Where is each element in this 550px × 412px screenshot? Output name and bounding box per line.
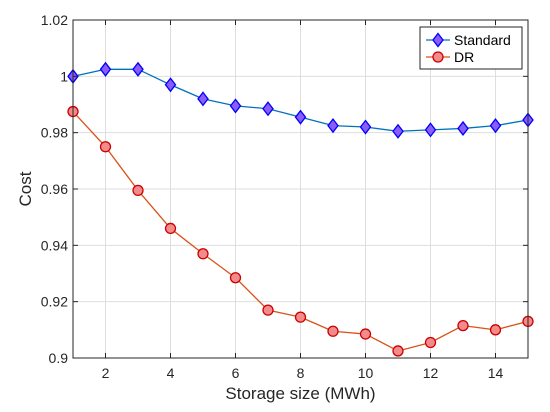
data-point-standard-11 — [392, 123, 404, 139]
x-tick-label-3: 8 — [297, 365, 305, 381]
data-point-dr-12 — [424, 336, 437, 349]
data-point-standard-5 — [197, 91, 209, 107]
y-tick-label-4: 0.98 — [41, 125, 68, 141]
series-dr — [67, 105, 534, 357]
data-point-dr-3 — [132, 184, 144, 197]
y-tick-label-1: 0.92 — [41, 294, 68, 310]
data-point-dr-2 — [99, 141, 112, 153]
series-layer — [67, 61, 534, 357]
data-point-standard-12 — [424, 122, 437, 138]
x-tick-label-4: 10 — [358, 365, 374, 381]
data-point-dr-8 — [294, 311, 307, 323]
data-point-standard-10 — [359, 119, 372, 135]
x-tick-label-6: 14 — [488, 365, 504, 381]
data-point-dr-4 — [164, 222, 177, 235]
data-point-standard-4 — [164, 77, 177, 93]
data-point-standard-7 — [262, 101, 274, 117]
y-tick-label-6: 1.02 — [41, 12, 68, 28]
data-point-dr-10 — [359, 328, 372, 340]
x-tick-label-0: 2 — [102, 365, 110, 381]
data-point-dr-13 — [457, 319, 469, 332]
data-point-dr-6 — [229, 272, 242, 284]
data-point-dr-9 — [327, 325, 339, 337]
y-axis-label: Cost — [16, 171, 35, 206]
legend-label-dr: DR — [454, 49, 474, 65]
data-point-standard-9 — [327, 118, 339, 134]
legend-marker-standard — [432, 32, 444, 48]
data-point-standard-14 — [489, 118, 502, 134]
y-tick-label-3: 0.96 — [41, 181, 68, 197]
x-tick-label-2: 6 — [232, 365, 240, 381]
y-tick-label-2: 0.94 — [41, 237, 68, 253]
data-point-dr-5 — [197, 248, 209, 260]
data-point-dr-14 — [489, 324, 502, 336]
data-point-standard-3 — [132, 61, 144, 77]
series-standard — [67, 61, 534, 139]
x-tick-label-1: 4 — [167, 365, 175, 381]
data-point-standard-6 — [229, 98, 242, 114]
y-tick-label-0: 0.9 — [49, 350, 69, 366]
data-point-standard-2 — [99, 61, 112, 77]
legend-marker-dr — [432, 51, 444, 63]
x-axis-label: Storage size (MWh) — [225, 384, 375, 403]
data-point-dr-7 — [262, 304, 274, 316]
x-tick-label-5: 12 — [423, 365, 439, 381]
legend-label-standard: Standard — [454, 32, 511, 48]
data-point-standard-13 — [457, 120, 469, 137]
axes: 2 4 6 8 10 12 14 0.9 0.92 0.94 0.96 0.98 1 1.02 — [41, 12, 528, 381]
data-point-standard-8 — [294, 109, 307, 125]
data-point-dr-11 — [392, 345, 404, 357]
y-tick-label-5: 1 — [60, 68, 68, 84]
